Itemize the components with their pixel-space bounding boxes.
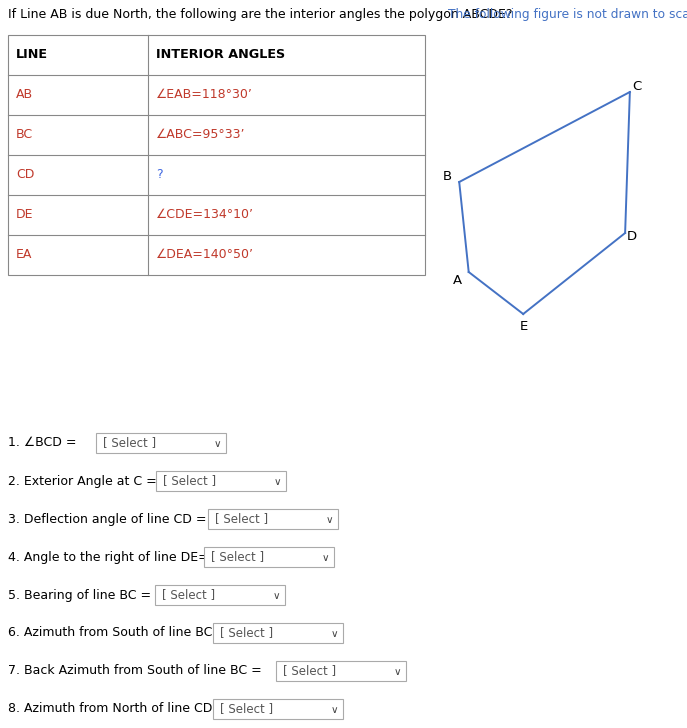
FancyBboxPatch shape bbox=[156, 471, 286, 491]
FancyBboxPatch shape bbox=[213, 699, 343, 719]
Text: ∨: ∨ bbox=[331, 705, 339, 715]
Text: [ Select ]: [ Select ] bbox=[215, 513, 268, 526]
Text: C: C bbox=[632, 81, 642, 93]
Text: ∠ABC=95°33’: ∠ABC=95°33’ bbox=[156, 129, 245, 141]
Text: EA: EA bbox=[16, 248, 32, 261]
Text: A: A bbox=[453, 274, 462, 288]
Text: [ Select ]: [ Select ] bbox=[163, 475, 216, 488]
Text: 4. Angle to the right of line DE=: 4. Angle to the right of line DE= bbox=[8, 550, 213, 563]
Text: INTERIOR ANGLES: INTERIOR ANGLES bbox=[156, 49, 285, 61]
Text: [ Select ]: [ Select ] bbox=[103, 437, 156, 449]
FancyBboxPatch shape bbox=[204, 547, 334, 567]
Text: ∨: ∨ bbox=[394, 667, 402, 677]
Text: [ Select ]: [ Select ] bbox=[162, 588, 215, 601]
Text: 1. ∠BCD =: 1. ∠BCD = bbox=[8, 437, 80, 449]
Text: ∨: ∨ bbox=[273, 591, 280, 601]
Text: BC: BC bbox=[16, 129, 33, 141]
FancyBboxPatch shape bbox=[155, 585, 285, 605]
Text: 7. Back Azimuth from South of line BC =: 7. Back Azimuth from South of line BC = bbox=[8, 665, 266, 678]
Text: 3. Deflection angle of line CD =: 3. Deflection angle of line CD = bbox=[8, 513, 210, 526]
Text: D: D bbox=[627, 231, 637, 243]
Text: B: B bbox=[442, 170, 452, 183]
Text: ∠DEA=140°50’: ∠DEA=140°50’ bbox=[156, 248, 254, 261]
Text: The following figure is not drawn to scale.: The following figure is not drawn to sca… bbox=[448, 8, 687, 21]
Text: [ Select ]: [ Select ] bbox=[211, 550, 264, 563]
Text: AB: AB bbox=[16, 89, 33, 101]
Text: 6. Azimuth from South of line BC =: 6. Azimuth from South of line BC = bbox=[8, 627, 231, 639]
Text: ∨: ∨ bbox=[326, 515, 334, 525]
FancyBboxPatch shape bbox=[96, 433, 226, 453]
Text: 8. Azimuth from North of line CD =: 8. Azimuth from North of line CD = bbox=[8, 703, 231, 716]
FancyBboxPatch shape bbox=[208, 509, 338, 529]
Text: [ Select ]: [ Select ] bbox=[283, 665, 336, 678]
Text: If Line AB is due North, the following are the interior angles the polygon ABCDE: If Line AB is due North, the following a… bbox=[8, 8, 513, 21]
Text: DE: DE bbox=[16, 208, 34, 221]
Text: ∠CDE=134°10’: ∠CDE=134°10’ bbox=[156, 208, 254, 221]
Text: ∠EAB=118°30’: ∠EAB=118°30’ bbox=[156, 89, 253, 101]
Text: 5. Bearing of line BC =: 5. Bearing of line BC = bbox=[8, 588, 155, 601]
Text: ∨: ∨ bbox=[214, 439, 222, 449]
FancyBboxPatch shape bbox=[213, 623, 343, 643]
Text: ∨: ∨ bbox=[322, 553, 330, 563]
Text: ?: ? bbox=[156, 168, 163, 181]
Text: [ Select ]: [ Select ] bbox=[220, 627, 273, 639]
Text: ∨: ∨ bbox=[274, 477, 282, 487]
FancyBboxPatch shape bbox=[276, 661, 406, 681]
Text: CD: CD bbox=[16, 168, 34, 181]
Text: ∨: ∨ bbox=[331, 629, 339, 639]
Bar bbox=[8, 35, 425, 275]
Text: E: E bbox=[520, 320, 528, 333]
Text: 2. Exterior Angle at C =: 2. Exterior Angle at C = bbox=[8, 475, 161, 488]
Text: [ Select ]: [ Select ] bbox=[220, 703, 273, 716]
Text: LINE: LINE bbox=[16, 49, 48, 61]
